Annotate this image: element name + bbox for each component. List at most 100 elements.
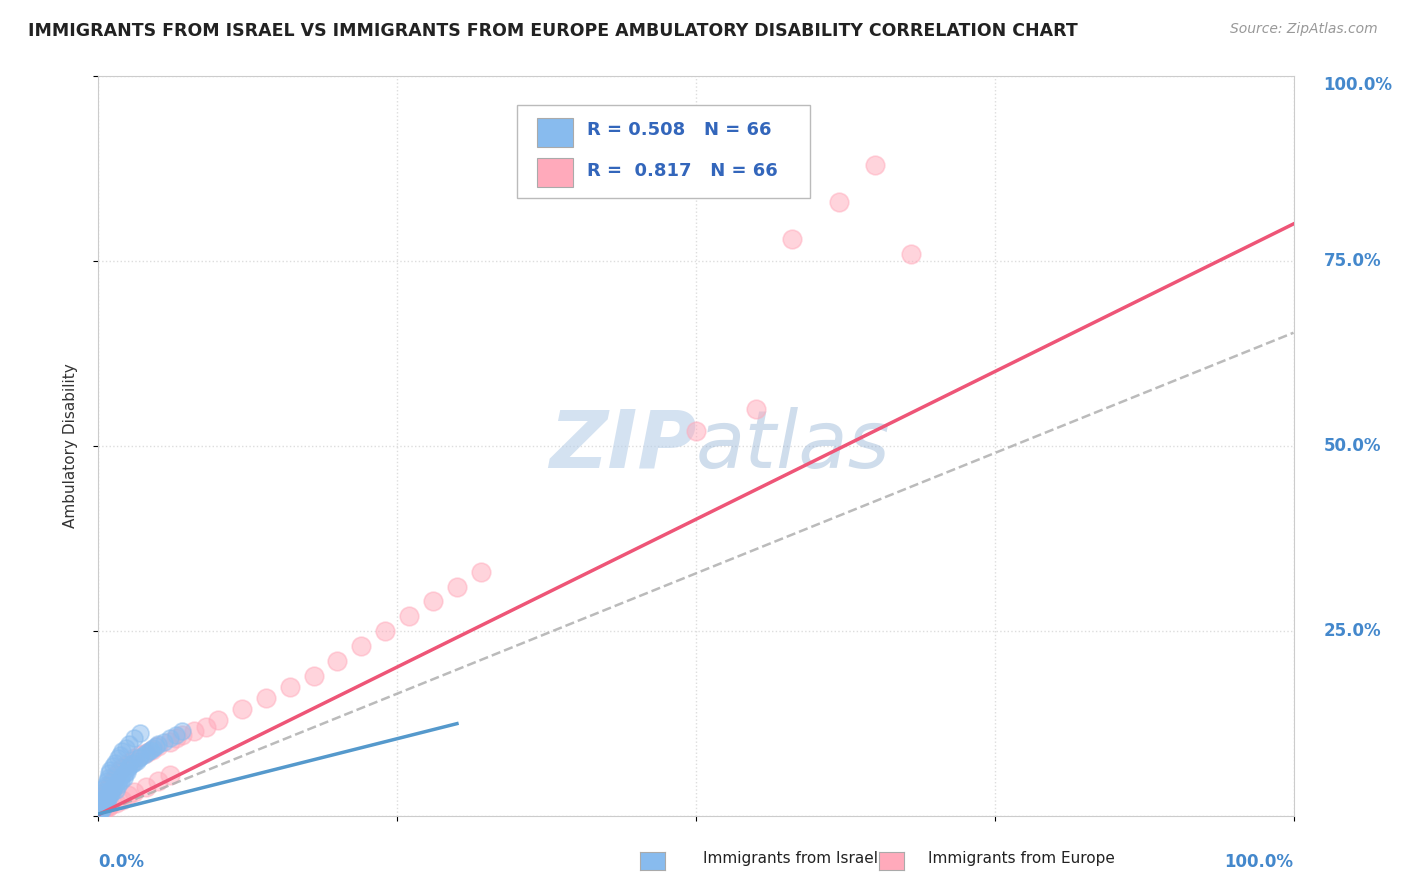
Point bbox=[129, 750, 152, 764]
Point bbox=[104, 771, 127, 785]
Point bbox=[118, 759, 141, 773]
Point bbox=[90, 803, 112, 817]
Text: 75.0%: 75.0% bbox=[1323, 252, 1381, 270]
Point bbox=[121, 757, 143, 772]
Point bbox=[101, 780, 124, 795]
Point bbox=[148, 737, 170, 751]
Point bbox=[89, 807, 111, 822]
Point bbox=[374, 624, 396, 639]
FancyBboxPatch shape bbox=[517, 105, 810, 198]
Point bbox=[91, 796, 114, 810]
Point bbox=[117, 756, 139, 770]
Point bbox=[98, 798, 122, 813]
Point bbox=[148, 739, 170, 753]
Point bbox=[98, 778, 122, 792]
Point bbox=[98, 766, 121, 780]
Point bbox=[101, 773, 124, 788]
Bar bbox=[537, 118, 572, 147]
Point bbox=[107, 751, 129, 765]
Point bbox=[398, 609, 420, 624]
Point bbox=[124, 756, 146, 770]
Text: 0.0%: 0.0% bbox=[98, 853, 145, 871]
Point bbox=[165, 728, 187, 742]
Y-axis label: Ambulatory Disability: Ambulatory Disability bbox=[63, 364, 77, 528]
Point bbox=[103, 780, 125, 794]
Point bbox=[117, 789, 139, 803]
Point bbox=[135, 780, 157, 794]
Point bbox=[105, 776, 128, 790]
Point bbox=[111, 761, 134, 775]
Point bbox=[153, 735, 176, 749]
Point bbox=[97, 780, 120, 795]
Point bbox=[91, 800, 114, 814]
Point bbox=[685, 424, 707, 438]
Point bbox=[91, 789, 114, 803]
Point bbox=[135, 746, 157, 760]
Point bbox=[118, 737, 141, 751]
Text: Immigrants from Europe: Immigrants from Europe bbox=[928, 851, 1115, 865]
Point bbox=[115, 741, 138, 756]
Point bbox=[97, 800, 120, 814]
Point bbox=[105, 783, 128, 797]
Point bbox=[91, 798, 114, 813]
Point bbox=[865, 158, 887, 172]
Point bbox=[96, 773, 118, 788]
Point bbox=[828, 194, 851, 209]
Point bbox=[89, 805, 111, 820]
Point bbox=[141, 742, 163, 756]
Point bbox=[91, 793, 114, 807]
Point bbox=[124, 751, 146, 765]
Point bbox=[96, 785, 118, 799]
Point bbox=[159, 735, 181, 749]
Point bbox=[94, 790, 117, 805]
Point bbox=[112, 771, 135, 785]
Point bbox=[91, 803, 114, 817]
Point bbox=[302, 668, 325, 682]
Point bbox=[114, 766, 136, 780]
Point bbox=[278, 680, 301, 694]
Point bbox=[125, 754, 148, 768]
Text: ZIP: ZIP bbox=[548, 407, 696, 485]
Point bbox=[98, 783, 122, 797]
Point bbox=[91, 800, 114, 814]
Point bbox=[107, 766, 129, 780]
Point bbox=[183, 724, 205, 739]
Text: 25.0%: 25.0% bbox=[1323, 622, 1381, 640]
Point bbox=[94, 793, 117, 807]
Point bbox=[108, 772, 131, 787]
Point bbox=[117, 761, 139, 775]
Point bbox=[91, 802, 114, 816]
Point bbox=[745, 401, 768, 416]
Text: 100.0%: 100.0% bbox=[1323, 76, 1392, 94]
Point bbox=[93, 803, 115, 817]
Point bbox=[97, 771, 120, 785]
Point bbox=[94, 789, 117, 803]
Point bbox=[97, 790, 120, 805]
Point bbox=[446, 580, 468, 594]
Point bbox=[90, 802, 112, 816]
Point bbox=[350, 639, 373, 653]
Point bbox=[93, 790, 115, 805]
Text: 50.0%: 50.0% bbox=[1323, 437, 1381, 455]
Point bbox=[159, 731, 181, 746]
Text: R =  0.817   N = 66: R = 0.817 N = 66 bbox=[588, 162, 778, 180]
Point bbox=[91, 798, 114, 813]
Point bbox=[165, 731, 187, 746]
Point bbox=[111, 793, 134, 807]
Point bbox=[129, 748, 152, 763]
Text: Immigrants from Israel: Immigrants from Israel bbox=[703, 851, 877, 865]
Point bbox=[93, 798, 115, 813]
Point bbox=[98, 764, 122, 778]
Point bbox=[128, 751, 150, 765]
Point bbox=[172, 728, 194, 742]
Point bbox=[108, 748, 131, 763]
Point bbox=[91, 796, 114, 810]
Point bbox=[121, 754, 143, 768]
Point bbox=[98, 789, 122, 803]
Point bbox=[90, 805, 112, 820]
Point bbox=[254, 690, 277, 705]
Point bbox=[422, 594, 444, 608]
Point bbox=[98, 787, 121, 801]
Point bbox=[470, 565, 492, 579]
Point bbox=[94, 778, 117, 792]
